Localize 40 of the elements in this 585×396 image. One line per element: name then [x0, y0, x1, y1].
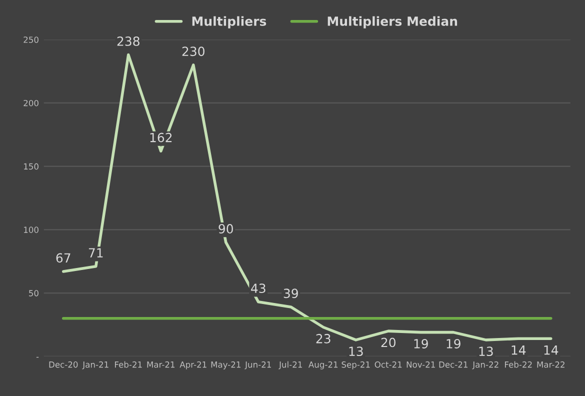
legend-label: Multipliers Median	[328, 16, 458, 28]
x-tick-label: Mar-21	[147, 361, 175, 368]
data-label: 67	[56, 253, 70, 263]
y-tick-label: 150	[24, 163, 38, 170]
data-label: 90	[218, 224, 233, 234]
x-tick-label: Feb-21	[115, 361, 142, 368]
x-tick-label: Jan-22	[472, 361, 498, 370]
x-tick-label: Aug-21	[308, 361, 338, 370]
legend-label: Multipliers	[192, 16, 266, 28]
x-tick-label: Jun-21	[244, 361, 271, 370]
data-label: 162	[150, 132, 172, 142]
data-label: 19	[446, 338, 460, 348]
data-label: 13	[349, 346, 363, 356]
x-tick-label: Dec-21	[439, 361, 468, 368]
y-tick-label: 50	[29, 290, 38, 296]
data-label: 23	[316, 334, 330, 344]
x-tick-label: Feb-22	[505, 361, 532, 368]
data-label: 13	[479, 346, 493, 356]
y-tick-label: -	[36, 356, 39, 358]
data-label: 14	[544, 345, 558, 355]
x-tick-label: May-21	[211, 361, 240, 370]
data-label: 43	[251, 284, 266, 294]
data-label: 238	[117, 36, 140, 46]
x-tick-label: Dec-20	[49, 361, 78, 368]
y-tick-label: 100	[24, 226, 38, 233]
x-tick-label: Apr-21	[180, 361, 206, 370]
data-label: 39	[284, 288, 298, 298]
x-tick-label: Jan-21	[82, 361, 108, 370]
x-tick-label: Mar-22	[537, 361, 564, 368]
x-tick-label: Jul-21	[278, 361, 302, 370]
data-label: 19	[414, 338, 428, 348]
y-tick-label: 200	[24, 100, 38, 106]
data-label: 71	[88, 248, 103, 258]
y-tick-label: 250	[24, 36, 38, 43]
data-label: 230	[182, 46, 204, 56]
data-label: 14	[512, 345, 526, 355]
x-tick-label: Nov-21	[406, 361, 435, 368]
data-label: 20	[381, 338, 396, 348]
x-tick-label: Sep-21	[342, 361, 370, 370]
x-tick-label: Oct-21	[374, 361, 402, 368]
